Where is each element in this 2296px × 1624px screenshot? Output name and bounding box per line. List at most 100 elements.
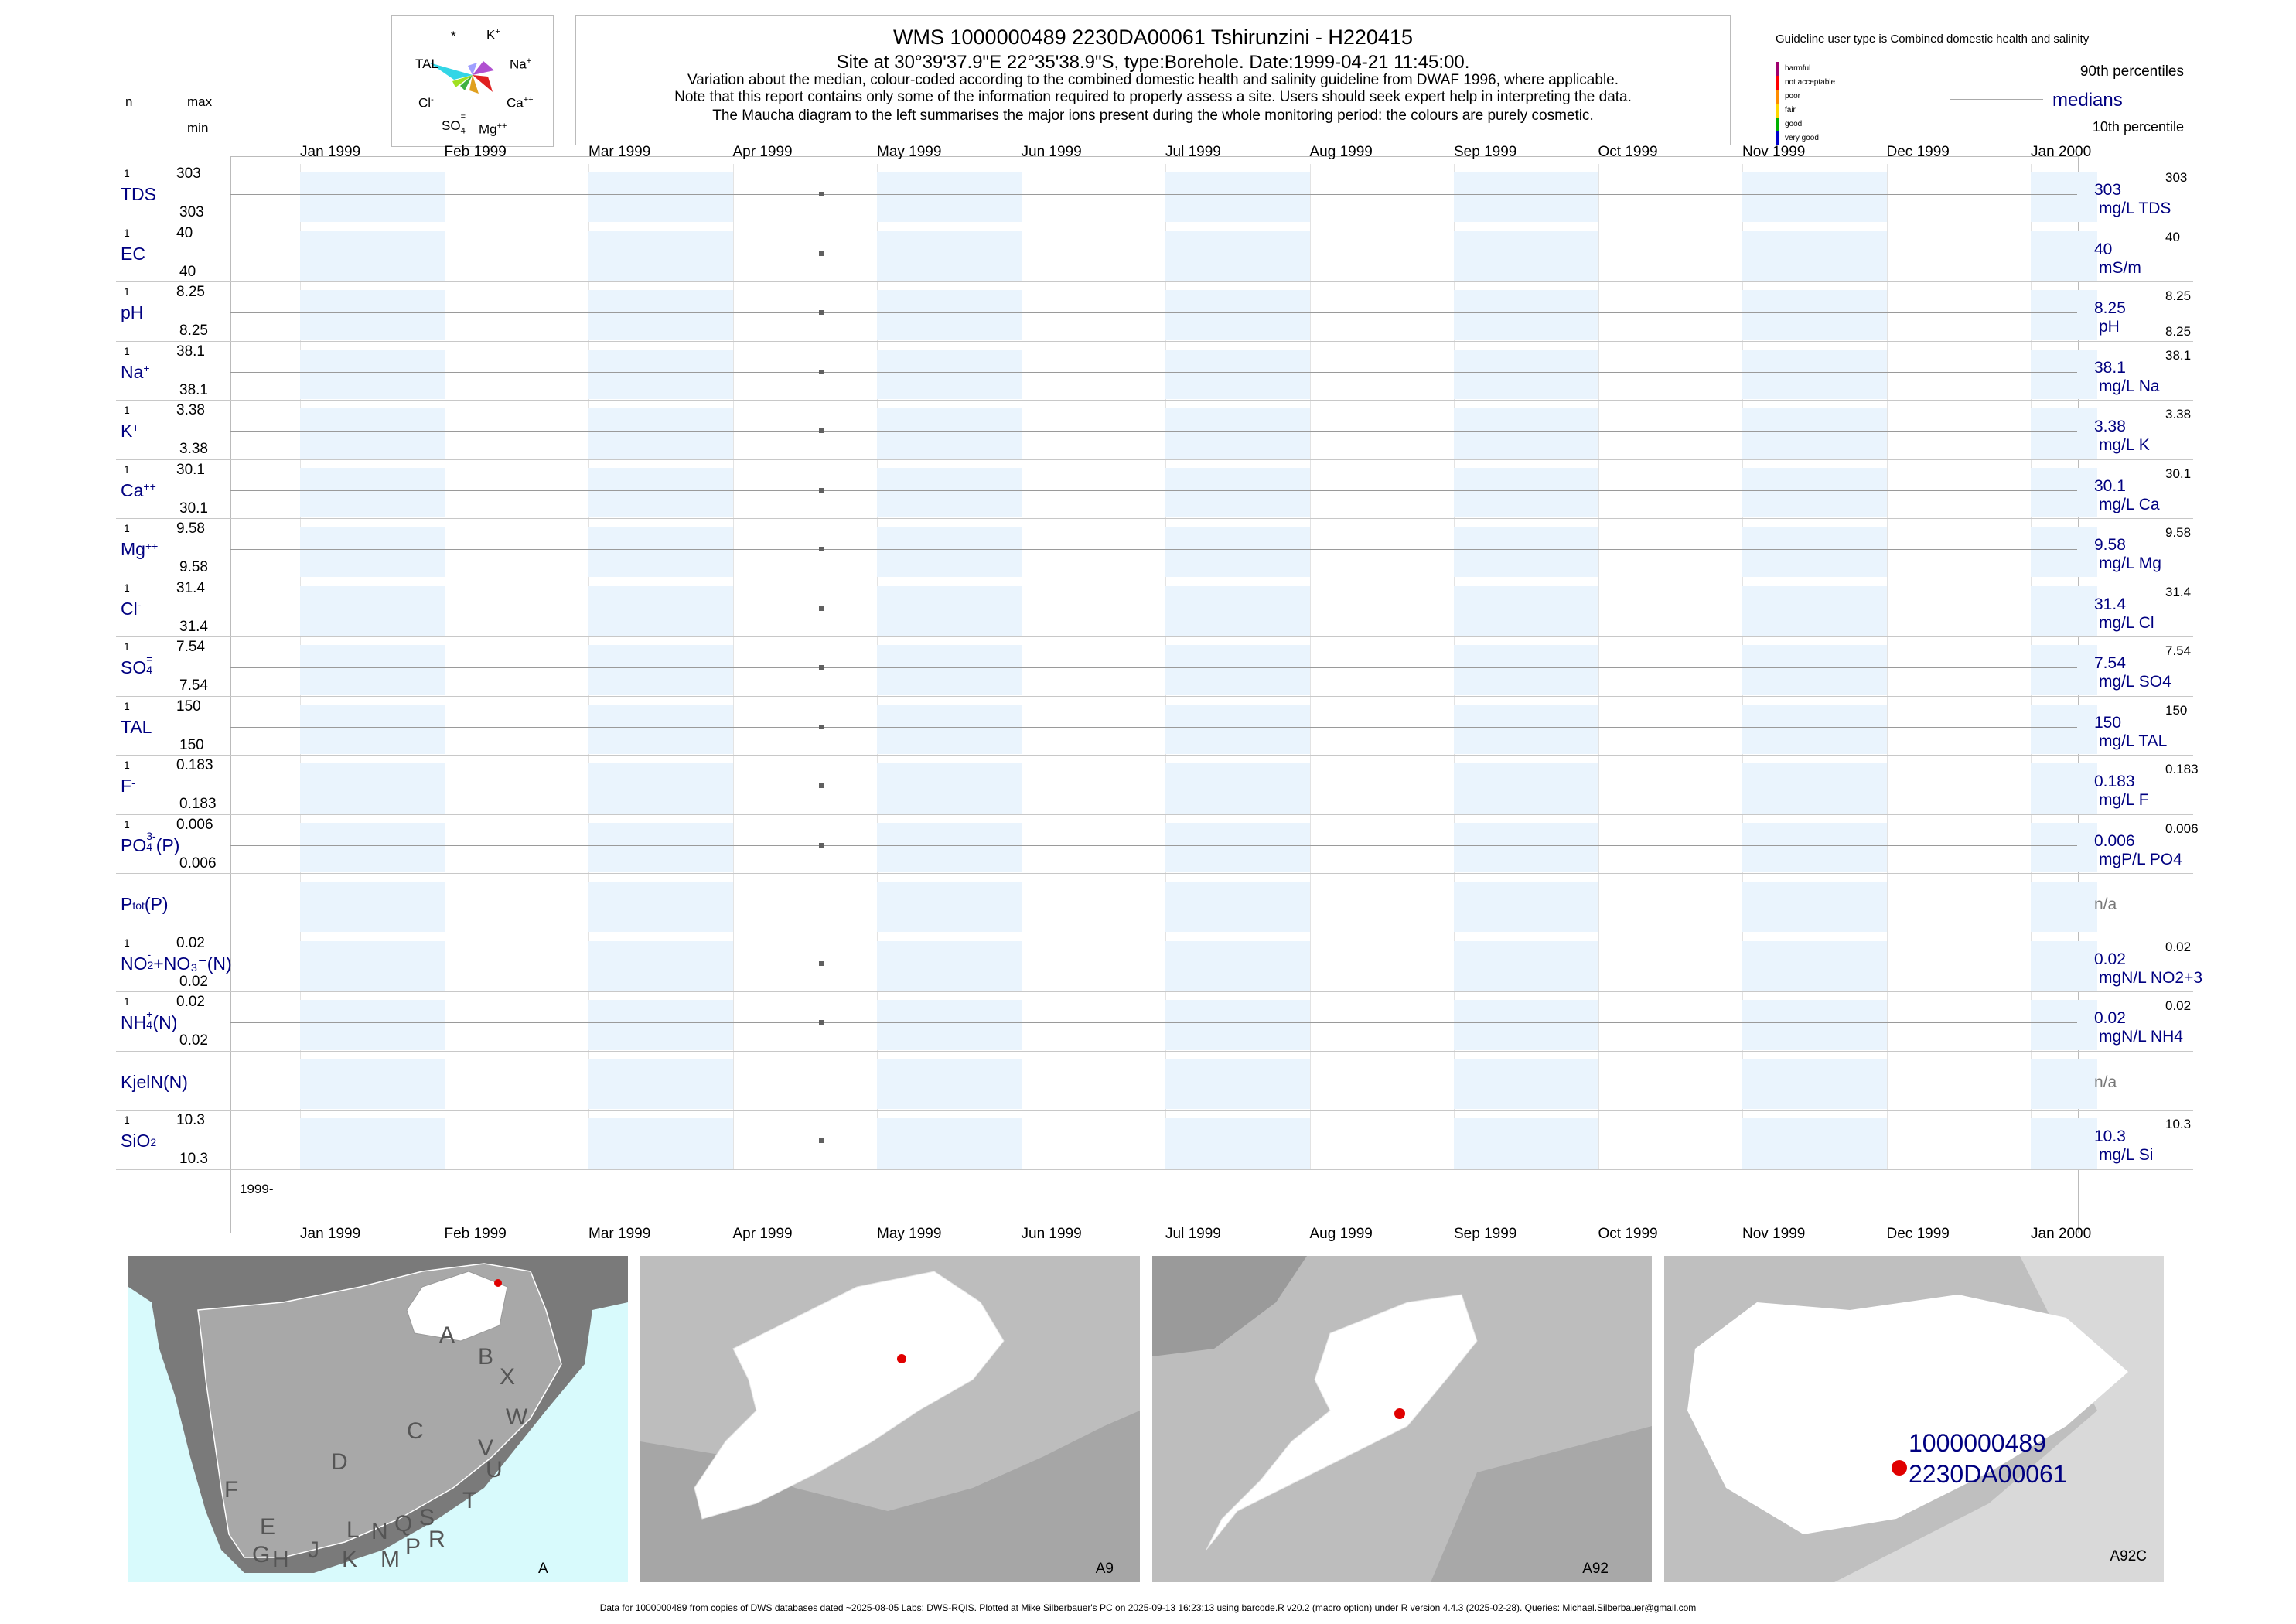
month-band [588, 645, 733, 695]
row-n: 1 [124, 344, 130, 357]
site-id-2: 2230DA00061 [1909, 1460, 2067, 1488]
right-na: n/a [2094, 896, 2117, 913]
month-band [300, 467, 445, 517]
month-label-top: Oct 1999 [1598, 144, 1658, 160]
variable-label-sub: 4 [146, 663, 153, 676]
month-band [1165, 645, 1310, 695]
right-max: 303 [2165, 170, 2188, 185]
data-point [819, 251, 824, 256]
month-label-top: Jun 1999 [1021, 144, 1082, 160]
map-a9-svg [640, 1271, 1140, 1582]
data-point [819, 724, 824, 729]
right-median: 8.25 [2094, 299, 2126, 317]
month-band [300, 1118, 445, 1169]
right-median: 0.183 [2094, 773, 2135, 790]
month-label-bottom: Jan 1999 [300, 1225, 361, 1242]
variable-label: Mg ++ [121, 539, 158, 560]
row-median-line [230, 726, 2077, 728]
variable-label-text: TDS [121, 184, 156, 204]
map-a92c-svg [1687, 1256, 2164, 1582]
month-band [877, 290, 1022, 340]
month-band [1165, 1118, 1310, 1169]
month-band [877, 467, 1022, 517]
month-band [2031, 822, 2097, 872]
right-median: 38.1 [2094, 358, 2126, 377]
right-max: 8.25 [2165, 288, 2192, 303]
variable-label-scripts: = 4 [146, 653, 153, 676]
month-band [1742, 467, 1887, 517]
variable-label-sup: - [137, 599, 142, 612]
site-dot-a [494, 1279, 502, 1287]
region-letter: G [252, 1542, 271, 1568]
row-max: 150 [176, 698, 201, 715]
right-unit: mgN/L NO2+3 [2099, 968, 2203, 987]
guideline-legend-label: harmful [1785, 64, 1811, 73]
variable-label-sup: 3- [146, 830, 156, 843]
variable-label-text: TAL [121, 716, 152, 737]
variable-label: Cl - [121, 599, 141, 619]
month-label-bottom: Oct 1999 [1598, 1225, 1658, 1242]
maucha-svg [429, 61, 494, 94]
right-median: 30.1 [2094, 476, 2126, 495]
maucha-cl: Cl- [418, 95, 434, 111]
month-band [1165, 230, 1310, 281]
variable-label-scripts: + [132, 422, 138, 433]
row-max: 10.3 [176, 1112, 205, 1128]
row-separator [116, 400, 2193, 401]
note-3: The Maucha diagram to the left summarise… [712, 107, 1594, 124]
month-band [2031, 1000, 2097, 1050]
variable-label-sub: tot [132, 899, 145, 912]
right-unit: mg/L Mg [2099, 554, 2161, 572]
row-separator [116, 1110, 2193, 1111]
month-label-top: Jan 2000 [2031, 144, 2092, 160]
month-band [1165, 1059, 1310, 1109]
month-band [1454, 230, 1598, 281]
right-max: 9.58 [2165, 525, 2192, 540]
maucha-cl-wedge [452, 75, 473, 87]
month-band [1454, 467, 1598, 517]
month-band [1454, 349, 1598, 399]
row-min: 0.02 [179, 1032, 208, 1049]
month-band [1742, 408, 1887, 459]
month-label-bottom: Dec 1999 [1886, 1225, 1950, 1242]
region-letter: H [272, 1547, 289, 1572]
month-band [2031, 704, 2097, 754]
variable-label-text: KjelN(N) [121, 1071, 188, 1092]
right-unit: mg/L Na [2099, 377, 2160, 395]
right-unit: mg/L K [2099, 436, 2150, 454]
month-band [1742, 645, 1887, 695]
maucha-mg-wedge [469, 75, 479, 94]
row-min: 3.38 [179, 441, 208, 457]
row-n: 1 [124, 285, 130, 298]
month-label-bottom: Nov 1999 [1742, 1225, 1806, 1242]
site-dot-a92 [1394, 1408, 1405, 1419]
month-band [2031, 408, 2097, 459]
right-max: 0.006 [2165, 821, 2199, 836]
month-band [1454, 645, 1598, 695]
row-n: 1 [124, 759, 130, 771]
region-letter: E [260, 1514, 276, 1540]
month-band [1165, 290, 1310, 340]
row-n: 1 [124, 581, 130, 594]
month-band [1165, 349, 1310, 399]
variable-label-sup: + [143, 362, 150, 375]
month-band [588, 172, 733, 222]
row-separator [116, 1050, 2193, 1052]
title-box: WMS 1000000489 2230DA00061 Tshirunzini -… [575, 15, 1731, 145]
month-band [588, 1000, 733, 1050]
row-min: 150 [179, 736, 204, 753]
variable-label-sub: 4 [146, 841, 153, 854]
row-max: 0.006 [176, 816, 213, 833]
right-max: 40 [2165, 229, 2180, 244]
variable-label-text: EC [121, 243, 145, 264]
right-unit: mg/L TAL [2099, 732, 2168, 750]
row-median-line [230, 194, 2077, 195]
data-point [819, 547, 824, 551]
data-point [819, 310, 824, 315]
month-band [1165, 940, 1310, 991]
month-label-top: Mar 1999 [588, 144, 651, 160]
month-band [588, 230, 733, 281]
right-median: 9.58 [2094, 536, 2126, 554]
max-header: max [187, 94, 213, 109]
guideline-legend-item: harmful [1776, 62, 1810, 76]
